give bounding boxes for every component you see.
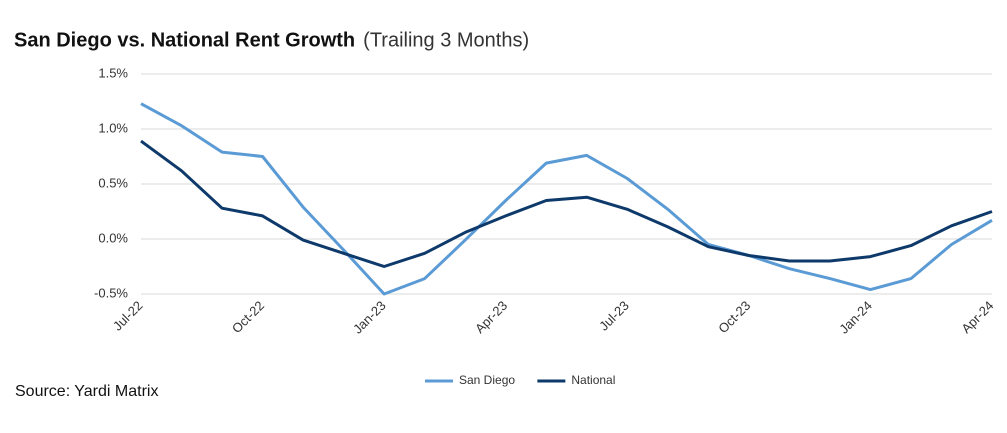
x-tick-label: Jan-23 bbox=[350, 298, 389, 337]
x-tick-label: Oct-23 bbox=[715, 298, 753, 336]
y-tick-label: 1.5% bbox=[98, 65, 128, 80]
x-tick-label: Oct-22 bbox=[229, 298, 267, 336]
legend-label: National bbox=[571, 373, 615, 387]
y-tick-label: 0.5% bbox=[98, 175, 128, 190]
legend-label: San Diego bbox=[459, 373, 515, 387]
x-tick-label: Jul-22 bbox=[110, 298, 146, 334]
x-tick-label: Jan-24 bbox=[836, 298, 875, 337]
series-line bbox=[140, 139, 993, 268]
series-line bbox=[140, 102, 993, 296]
y-tick-label: -0.5% bbox=[94, 285, 128, 300]
source-note: Source: Yardi Matrix bbox=[15, 383, 158, 400]
x-tick-label: Jul-23 bbox=[596, 298, 632, 334]
chart-subtitle: (Trailing 3 Months) bbox=[363, 29, 529, 51]
y-tick-label: 0.0% bbox=[98, 230, 128, 245]
y-tick-label: 1.0% bbox=[98, 120, 128, 135]
chart-title: San Diego vs. National Rent Growth bbox=[14, 29, 355, 51]
x-tick-label: Apr-23 bbox=[472, 298, 510, 336]
x-tick-label: Apr-24 bbox=[958, 298, 996, 336]
